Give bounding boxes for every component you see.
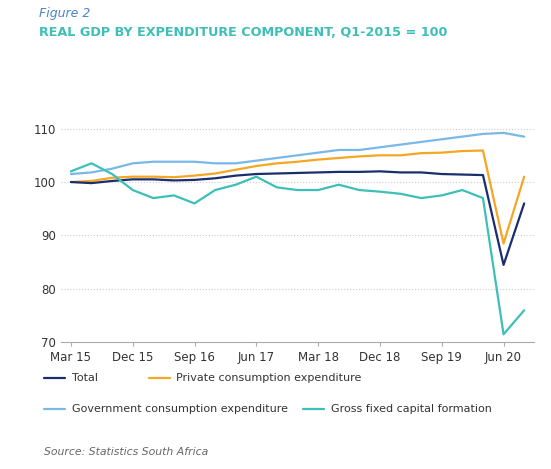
Text: Government consumption expenditure: Government consumption expenditure xyxy=(72,404,288,414)
Text: Figure 2: Figure 2 xyxy=(39,7,90,20)
Text: Private consumption expenditure: Private consumption expenditure xyxy=(176,372,361,383)
Text: REAL GDP BY EXPENDITURE COMPONENT, Q1-2015 = 100: REAL GDP BY EXPENDITURE COMPONENT, Q1-20… xyxy=(39,26,447,39)
Text: Gross fixed capital formation: Gross fixed capital formation xyxy=(331,404,491,414)
Text: Total: Total xyxy=(72,372,98,383)
Text: Source: Statistics South Africa: Source: Statistics South Africa xyxy=(44,447,208,457)
